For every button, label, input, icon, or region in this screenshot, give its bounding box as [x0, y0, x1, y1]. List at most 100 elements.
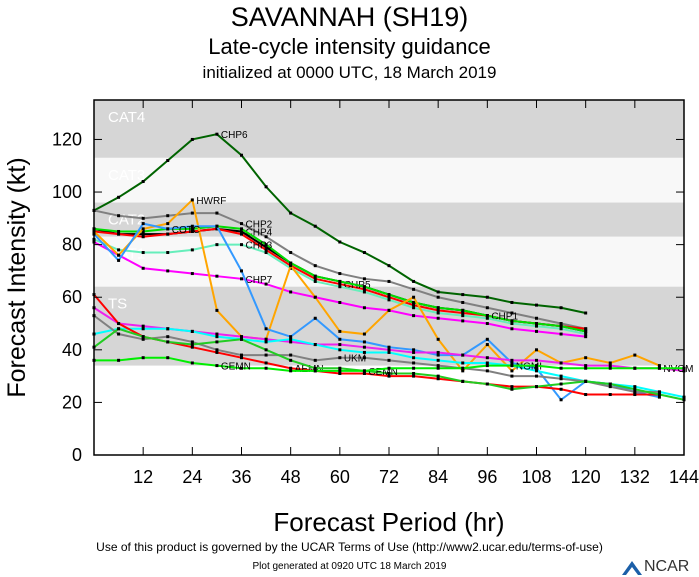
data-point — [117, 232, 121, 236]
data-point — [141, 337, 145, 341]
data-point — [387, 358, 391, 362]
data-point — [141, 335, 145, 339]
data-point — [559, 324, 563, 328]
data-point — [215, 227, 219, 231]
data-point — [117, 195, 121, 199]
data-point — [141, 216, 145, 220]
data-point — [166, 222, 170, 226]
data-point — [313, 224, 317, 228]
data-point — [657, 395, 661, 399]
data-point — [240, 337, 243, 341]
data-point — [141, 222, 145, 226]
data-point — [190, 211, 194, 215]
data-point — [608, 361, 612, 365]
data-point — [387, 374, 391, 378]
x-tick-label: 60 — [330, 467, 350, 487]
data-point — [535, 329, 538, 333]
data-point — [264, 361, 268, 365]
data-point — [559, 377, 563, 381]
data-point — [289, 353, 293, 357]
data-point — [412, 361, 416, 365]
band-cat4 — [94, 100, 684, 158]
data-point — [166, 214, 170, 218]
data-point — [387, 371, 391, 375]
data-point — [510, 311, 514, 315]
ncar-logo: NCAR — [622, 558, 689, 576]
data-point — [362, 356, 366, 360]
data-point — [461, 311, 465, 315]
data-point — [240, 153, 243, 157]
data-point — [584, 393, 588, 397]
data-point — [657, 390, 661, 394]
band-label: CAT3 — [108, 167, 145, 184]
data-point — [215, 224, 219, 228]
data-point — [436, 353, 440, 357]
data-point — [240, 277, 243, 281]
data-point — [412, 306, 416, 310]
y-tick-label: 100 — [52, 182, 82, 202]
data-point — [166, 251, 170, 255]
data-point — [362, 287, 366, 291]
data-point — [190, 340, 194, 344]
data-point — [608, 393, 612, 397]
data-point — [461, 308, 465, 312]
data-point — [264, 337, 268, 341]
x-tick-label: 48 — [281, 467, 301, 487]
data-point — [289, 369, 293, 373]
data-point — [559, 306, 563, 310]
data-point — [338, 369, 342, 373]
data-point — [215, 211, 219, 215]
data-point — [338, 348, 342, 352]
data-point — [117, 253, 121, 257]
data-point — [485, 361, 489, 365]
data-point — [387, 350, 391, 354]
data-point — [141, 327, 145, 331]
data-point — [584, 364, 588, 368]
x-tick-label: 72 — [379, 467, 399, 487]
data-point — [510, 327, 514, 331]
data-point — [166, 340, 170, 344]
data-point — [412, 300, 416, 304]
data-point — [141, 227, 145, 231]
data-point — [264, 251, 268, 255]
data-point — [215, 332, 219, 336]
data-point — [215, 308, 219, 312]
data-point — [166, 327, 170, 331]
data-point — [240, 269, 243, 273]
data-point — [313, 295, 317, 299]
data-point — [141, 232, 145, 236]
data-point — [313, 316, 317, 320]
data-point — [485, 306, 489, 310]
x-tick-label: 24 — [182, 467, 202, 487]
data-point — [141, 324, 145, 328]
series-cemn: CEMN — [92, 327, 686, 402]
x-tick-label: 120 — [571, 467, 601, 487]
data-point — [117, 214, 121, 218]
data-point — [387, 366, 391, 370]
data-point — [412, 314, 416, 318]
data-point — [117, 327, 121, 331]
chart-title: SAVANNAH (SH19) — [230, 2, 469, 32]
data-point — [264, 185, 268, 189]
data-point — [535, 348, 538, 352]
data-point — [387, 345, 391, 349]
data-point — [535, 369, 538, 373]
data-point — [141, 229, 145, 233]
data-point — [510, 385, 514, 389]
data-point — [240, 353, 243, 357]
data-point — [461, 361, 465, 365]
data-point — [166, 269, 170, 273]
ncar-logo-icon — [622, 561, 642, 575]
data-point — [559, 398, 563, 402]
data-point — [338, 337, 342, 341]
data-point — [289, 340, 293, 344]
data-point — [510, 358, 514, 362]
ncar-logo-text: NCAR — [644, 558, 690, 575]
data-point — [240, 222, 243, 226]
data-point — [436, 311, 440, 315]
series-label: GEMN — [221, 362, 251, 373]
data-point — [387, 348, 391, 352]
data-point — [633, 353, 637, 357]
data-point — [313, 343, 317, 347]
